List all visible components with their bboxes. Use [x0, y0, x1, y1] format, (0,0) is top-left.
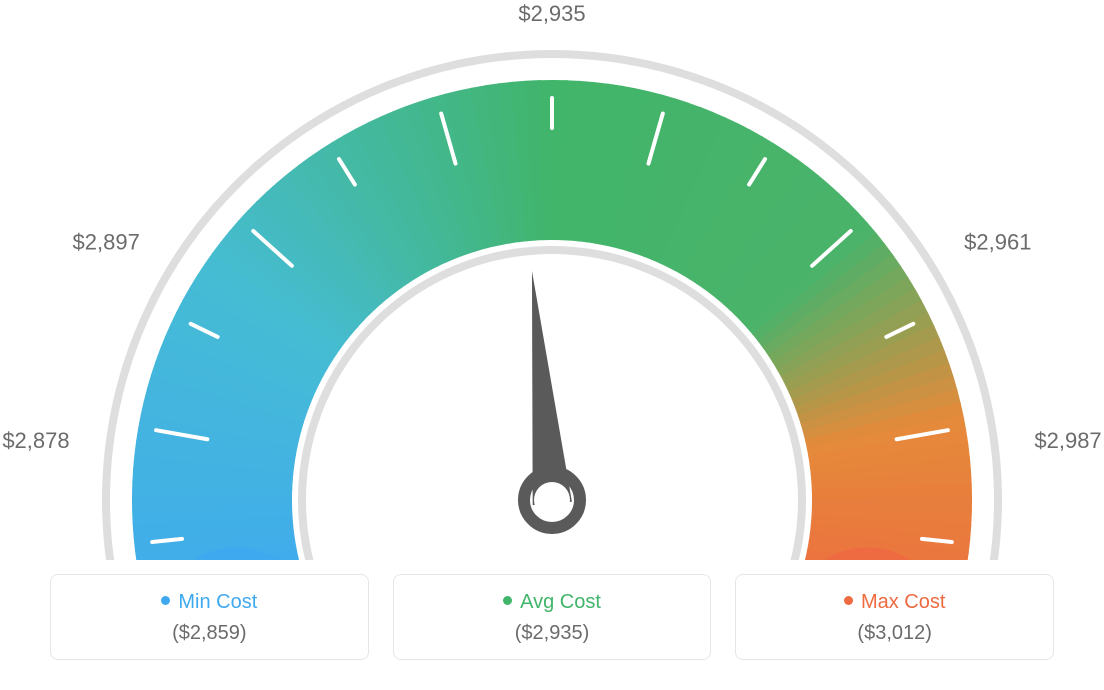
- gauge-tick-label: $2,878: [2, 428, 69, 453]
- legend-value-min: ($2,859): [61, 622, 358, 645]
- legend-title-min: Min Cost: [61, 591, 358, 614]
- legend-dot-max: [844, 596, 853, 605]
- legend-value-max: ($3,012): [746, 622, 1043, 645]
- legend-row: Min Cost ($2,859) Avg Cost ($2,935) Max …: [50, 574, 1054, 660]
- legend-card-avg: Avg Cost ($2,935): [393, 574, 712, 660]
- legend-dot-min: [161, 596, 170, 605]
- legend-title-max: Max Cost: [746, 591, 1043, 614]
- legend-title-avg: Avg Cost: [404, 591, 701, 614]
- gauge-tick-label: $2,987: [1034, 428, 1101, 453]
- gauge-tick-label: $2,961: [964, 229, 1031, 254]
- gauge-tick-label: $2,935: [518, 1, 585, 26]
- legend-label-max: Max Cost: [861, 591, 945, 613]
- legend-value-avg: ($2,935): [404, 622, 701, 645]
- legend-card-max: Max Cost ($3,012): [735, 574, 1054, 660]
- gauge-chart: $2,859$2,878$2,897$2,935$2,961$2,987$3,0…: [0, 0, 1104, 560]
- gauge-tick-label: $2,897: [73, 229, 140, 254]
- legend-dot-avg: [503, 596, 512, 605]
- legend-label-min: Min Cost: [178, 591, 257, 613]
- legend-card-min: Min Cost ($2,859): [50, 574, 369, 660]
- legend-label-avg: Avg Cost: [520, 591, 601, 613]
- cost-gauge-infographic: $2,859$2,878$2,897$2,935$2,961$2,987$3,0…: [0, 0, 1104, 690]
